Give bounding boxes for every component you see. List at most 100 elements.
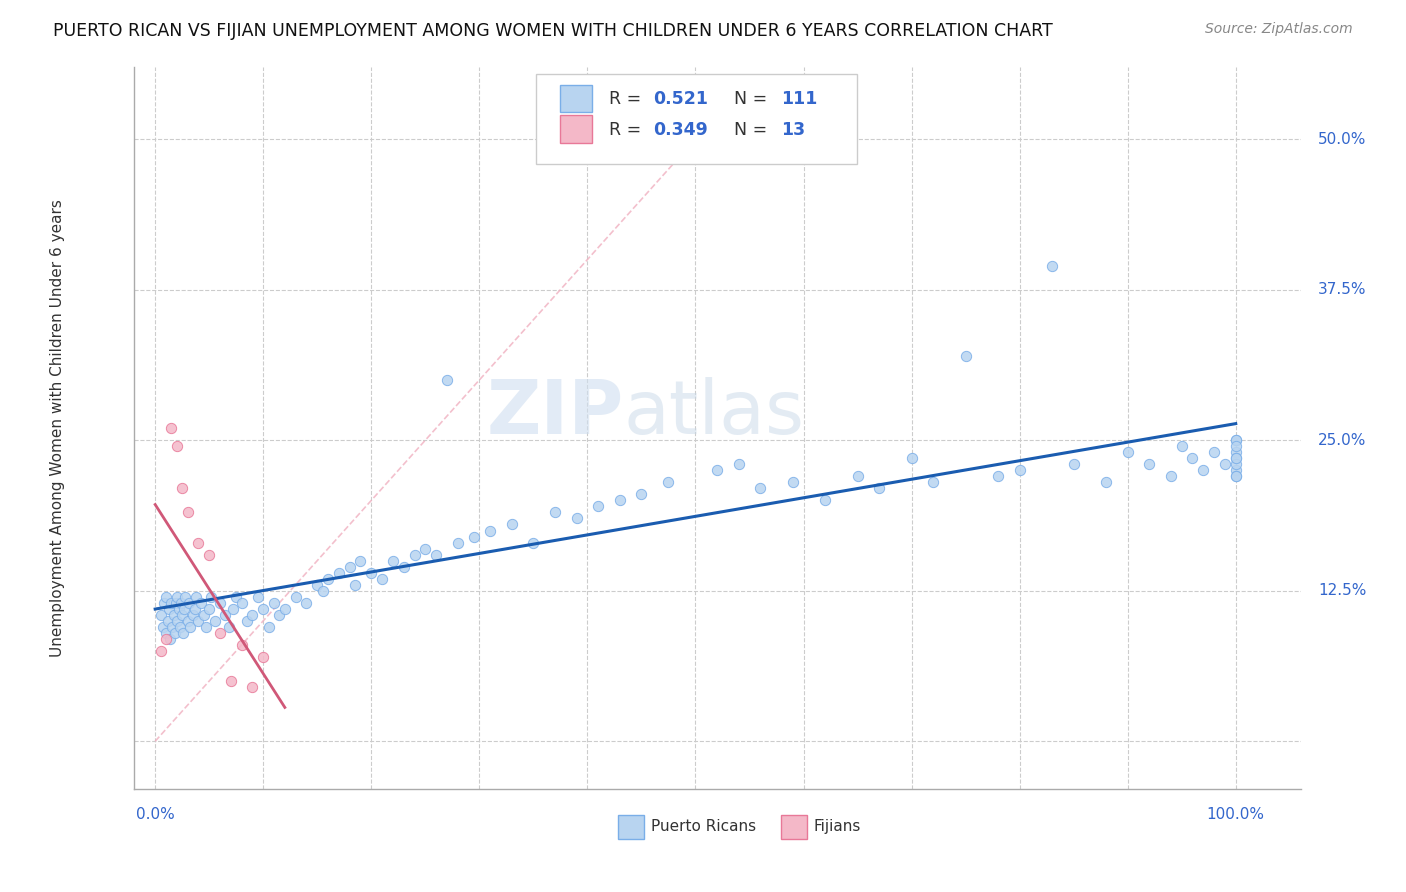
Point (222, 602, 245, 616)
Point (246, 590, 269, 604)
Point (782, 475, 804, 490)
Point (1225, 445, 1247, 459)
Point (160, 596, 183, 610)
Point (219, 674, 242, 689)
Text: R =: R = (609, 120, 647, 139)
Point (392, 559, 415, 574)
FancyBboxPatch shape (560, 115, 592, 143)
Point (1225, 469, 1247, 483)
Point (152, 620, 174, 634)
Text: 13: 13 (782, 120, 806, 139)
Text: 111: 111 (782, 90, 818, 109)
Point (198, 548, 221, 562)
Point (1170, 439, 1192, 453)
Point (172, 607, 194, 622)
Point (1225, 458, 1247, 472)
Point (208, 626, 231, 640)
Point (165, 596, 187, 610)
Point (1204, 445, 1226, 459)
Text: N =: N = (723, 90, 773, 109)
Point (316, 572, 339, 586)
Point (163, 626, 186, 640)
Point (630, 487, 652, 501)
Point (349, 553, 371, 568)
Text: 50.0%: 50.0% (1317, 132, 1367, 146)
FancyBboxPatch shape (536, 74, 858, 164)
Point (586, 500, 609, 514)
Point (190, 596, 212, 610)
Point (657, 475, 679, 490)
Text: 100.0%: 100.0% (1206, 807, 1265, 822)
Point (1095, 475, 1118, 490)
Text: Puerto Ricans: Puerto Ricans (651, 820, 755, 835)
Point (371, 572, 394, 586)
Point (328, 566, 350, 580)
Point (1225, 463, 1247, 477)
Point (155, 632, 177, 646)
Point (1225, 434, 1247, 448)
FancyBboxPatch shape (782, 815, 807, 838)
Point (269, 607, 291, 622)
Point (167, 602, 190, 616)
Text: 25.0%: 25.0% (1317, 433, 1367, 448)
Point (1225, 439, 1247, 453)
Point (208, 596, 231, 610)
Text: 0.521: 0.521 (652, 90, 707, 109)
Point (311, 583, 333, 598)
Point (162, 620, 184, 634)
Text: N =: N = (723, 120, 773, 139)
Point (176, 614, 198, 628)
Point (198, 602, 221, 616)
Point (218, 620, 240, 634)
Point (360, 566, 382, 580)
Point (868, 482, 890, 496)
Point (339, 559, 361, 574)
Point (1137, 458, 1160, 472)
Point (257, 620, 280, 634)
Point (727, 458, 749, 472)
Point (1225, 451, 1247, 466)
Text: 0.349: 0.349 (652, 120, 707, 139)
Point (1225, 451, 1247, 466)
Text: 37.5%: 37.5% (1317, 282, 1367, 297)
Point (846, 469, 869, 483)
Point (295, 596, 318, 610)
Text: 12.5%: 12.5% (1317, 583, 1367, 599)
Point (501, 517, 523, 532)
Point (404, 548, 426, 562)
Point (166, 614, 188, 628)
Point (225, 590, 247, 604)
Point (479, 524, 502, 538)
Point (425, 548, 447, 562)
Point (214, 607, 236, 622)
Point (187, 614, 209, 628)
Point (170, 596, 193, 610)
Point (1063, 458, 1085, 472)
Point (153, 596, 176, 610)
Point (204, 614, 226, 628)
Point (1181, 451, 1204, 466)
Point (149, 607, 172, 622)
Text: 0.0%: 0.0% (136, 807, 174, 822)
Point (236, 614, 259, 628)
Point (160, 421, 183, 435)
Point (149, 644, 172, 658)
Point (307, 578, 329, 592)
Point (749, 482, 772, 496)
Point (565, 511, 588, 525)
Point (242, 680, 264, 694)
Point (1160, 469, 1182, 483)
Point (231, 596, 253, 610)
Point (706, 463, 728, 477)
Point (252, 602, 274, 616)
Text: Source: ZipAtlas.com: Source: ZipAtlas.com (1205, 22, 1353, 37)
Point (155, 590, 177, 604)
Point (194, 620, 217, 634)
Text: R =: R = (609, 90, 647, 109)
Text: atlas: atlas (624, 377, 804, 450)
Point (1225, 469, 1247, 483)
Point (177, 596, 200, 610)
Point (900, 451, 922, 466)
Point (176, 505, 198, 519)
Point (1225, 434, 1247, 448)
